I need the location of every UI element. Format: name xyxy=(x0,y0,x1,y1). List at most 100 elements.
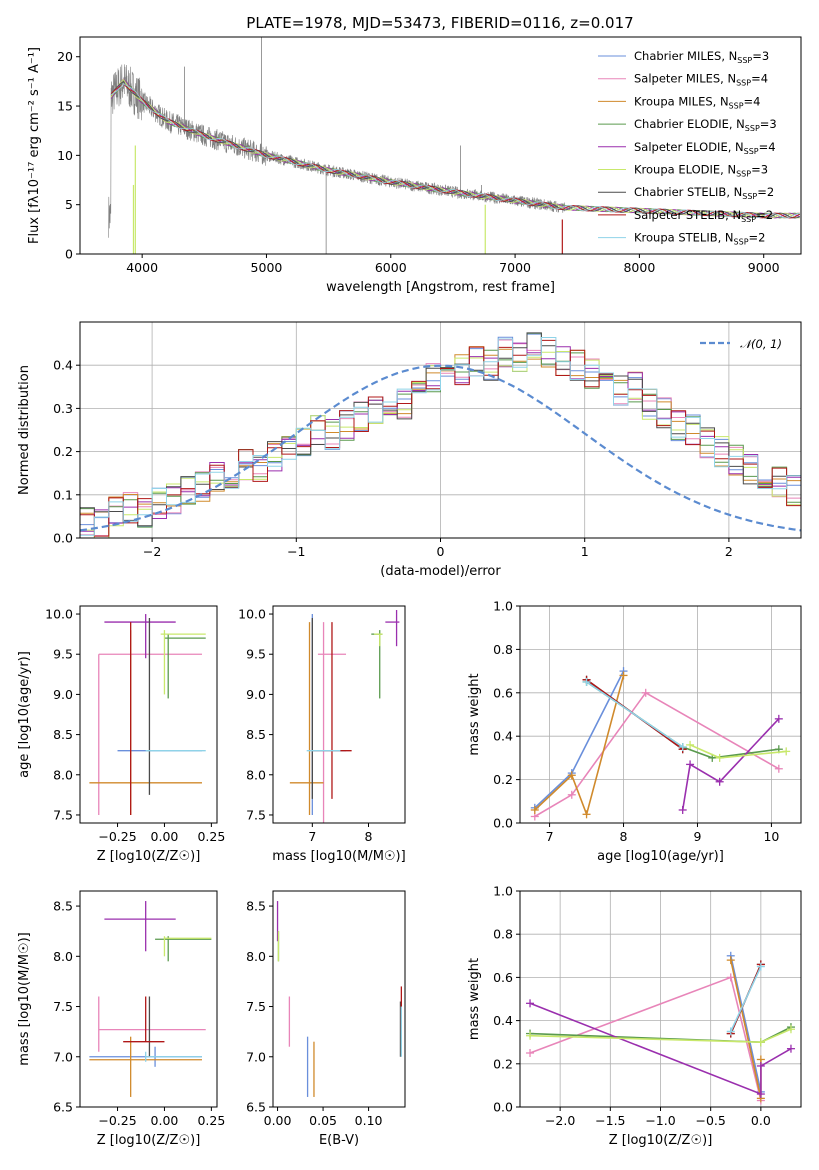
mass_vs_Z-marks xyxy=(89,901,212,1097)
y-tick-label: 7.5 xyxy=(53,999,73,1014)
legend-entry: Chabrier MILES, NSSP=3 xyxy=(634,49,769,65)
y-tick-label: 8.0 xyxy=(53,949,73,964)
legend-entry: Kroupa MILES, NSSP=4 xyxy=(634,94,760,110)
y-tick-label: 0.4 xyxy=(53,358,73,373)
y-tick-label: 9.5 xyxy=(53,647,73,662)
x-tick-label: 4000 xyxy=(126,260,158,275)
y-tick-label: 7.0 xyxy=(246,1049,266,1064)
y-tick-label: 0.2 xyxy=(493,1056,513,1071)
y-axis-label: Flux [fλ10⁻¹⁷ erg cm⁻² s⁻¹ A⁻¹] xyxy=(27,47,42,244)
x-tick-label: 8000 xyxy=(623,260,655,275)
x-tick-label: −1.0 xyxy=(645,1113,675,1128)
x-tick-label: −0.25 xyxy=(98,829,136,844)
spectrum-marks xyxy=(108,37,801,254)
mass_vs_EBV-marks xyxy=(276,901,403,1097)
axes-frame xyxy=(79,605,218,824)
residual_histogram-panel: −2 −1 0 1 2 0.0 0.1 0.2 0.3 0.4 (data-model)/error… xyxy=(17,321,802,579)
residual_histogram-marks xyxy=(80,332,801,538)
x-tick-label: 1 xyxy=(581,544,589,559)
y-tick-label: 0.2 xyxy=(493,772,513,787)
age_vs_mass-marks xyxy=(289,610,400,823)
x-tick-label: −2 xyxy=(143,544,161,559)
x-tick-label: 5000 xyxy=(251,260,283,275)
x-tick-label: 6000 xyxy=(375,260,407,275)
legend-entry: Chabrier ELODIE, NSSP=3 xyxy=(634,117,777,133)
y-tick-label: 8.5 xyxy=(246,899,266,914)
x-tick-label: 0.00 xyxy=(151,1113,179,1128)
legend-entry: Salpeter ELODIE, NSSP=4 xyxy=(634,140,776,156)
residual-hist-step xyxy=(80,346,801,514)
y-tick-label: 6.5 xyxy=(53,1100,73,1115)
x-axis-label: wavelength [Angstrom, rest frame] xyxy=(326,280,555,295)
x-axis-label: age [log10(age/yr)] xyxy=(597,849,724,864)
mass-weight-line xyxy=(534,675,625,817)
x-axis-label: E(B-V) xyxy=(319,1133,359,1148)
y-tick-label: 20 xyxy=(57,49,73,64)
y-tick-label: 1.0 xyxy=(493,599,513,614)
age_vs_mass-panel: 7 8 7.5 8.0 8.5 9.0 9.5 10.0 mass [log10(M/M☉)] xyxy=(238,605,406,864)
mass-weight-line xyxy=(730,959,762,1099)
x-axis-label: Z [log10(Z/Z☉)] xyxy=(97,849,201,864)
x-tick-label: 9000 xyxy=(748,260,780,275)
model-spectrum-line xyxy=(110,82,800,219)
y-tick-label: 0.4 xyxy=(493,729,513,744)
y-tick-label: 0.0 xyxy=(493,816,513,831)
residual-hist-step xyxy=(80,342,801,532)
figure-title: PLATE=1978, MJD=53473, FIBERID=0116, z=0… xyxy=(246,14,633,32)
y-tick-label: 5 xyxy=(65,197,73,212)
x-tick-label: 0.00 xyxy=(264,1113,292,1128)
y-tick-label: 0.8 xyxy=(493,927,513,942)
x-tick-label: 0.25 xyxy=(197,829,225,844)
spectrum-panel: 4000 5000 6000 7000 8000 9000 0 5 10 15 20 waveleng… xyxy=(27,36,802,295)
massweight_vs_age-marks xyxy=(530,667,791,821)
x-tick-label: 0.10 xyxy=(355,1113,383,1128)
legend-entry: Kroupa ELODIE, NSSP=3 xyxy=(634,163,768,179)
mass-weight-line xyxy=(681,718,780,811)
y-tick-label: 9.0 xyxy=(53,687,73,702)
x-axis-label: mass [log10(M/M☉)] xyxy=(272,849,405,864)
x-tick-label: 0 xyxy=(437,544,445,559)
y-tick-label: 9.5 xyxy=(246,647,266,662)
massweight_vs_age-panel: 7 8 9 10 0.0 0.2 0.4 0.6 0.8 1.0 age [log10(age/yr… xyxy=(467,599,802,864)
y-tick-label: 0.8 xyxy=(493,642,513,657)
mass-weight-line xyxy=(529,1002,792,1096)
massweight_vs_Z-panel: −2.0 −1.5 −1.0 −0.5 0.0 0.0 0.2 0.4 0.6 0.8 1.0 Z [… xyxy=(467,884,802,1148)
y-tick-label: 6.5 xyxy=(246,1100,266,1115)
x-tick-label: −1.5 xyxy=(595,1113,625,1128)
x-tick-label: 0.00 xyxy=(151,829,179,844)
residual-hist-step xyxy=(80,350,801,538)
y-tick-label: 0.3 xyxy=(53,401,73,416)
x-axis-label: Z [log10(Z/Z☉)] xyxy=(97,1133,201,1148)
y-tick-label: 0.1 xyxy=(53,487,73,502)
y-tick-label: 0.4 xyxy=(493,1013,513,1028)
y-tick-label: 7.0 xyxy=(53,1049,73,1064)
x-axis-label: Z [log10(Z/Z☉)] xyxy=(609,1133,713,1148)
observed-spectrum xyxy=(108,64,566,238)
x-tick-label: −0.5 xyxy=(695,1113,725,1128)
massweight_vs_Z-marks xyxy=(526,951,795,1105)
x-tick-label: 7 xyxy=(546,829,554,844)
legend-entry: Kroupa STELIB, NSSP=2 xyxy=(634,231,765,247)
y-axis-label: mass [log10(M/M☉)] xyxy=(17,932,32,1065)
x-tick-label: 7 xyxy=(308,829,316,844)
legend-entry: Chabrier STELIB, NSSP=2 xyxy=(634,185,774,201)
y-tick-label: 0.0 xyxy=(493,1100,513,1115)
y-tick-label: 8.5 xyxy=(246,727,266,742)
x-axis-label: (data-model)/error xyxy=(380,564,501,579)
y-axis-label: age [log10(age/yr)] xyxy=(17,651,32,778)
x-tick-label: 9 xyxy=(693,829,701,844)
x-tick-label: 0.25 xyxy=(197,1113,225,1128)
y-tick-label: 7.5 xyxy=(246,999,266,1014)
legend-entry: Salpeter MILES, NSSP=4 xyxy=(634,72,768,88)
normal-curve xyxy=(80,364,801,532)
y-tick-label: 8.0 xyxy=(246,767,266,782)
y-tick-label: 0.2 xyxy=(53,444,73,459)
mass_vs_Z-panel: −0.25 0.00 0.25 6.5 7.0 7.5 8.0 8.5 Z [log10(Z/Z… xyxy=(17,890,225,1148)
y-tick-label: 10.0 xyxy=(45,607,73,622)
y-tick-label: 1.0 xyxy=(493,884,513,899)
x-tick-label: 8 xyxy=(620,829,628,844)
y-tick-label: 15 xyxy=(57,99,73,114)
y-tick-label: 8.5 xyxy=(53,899,73,914)
age_vs_Z-marks xyxy=(89,614,206,815)
